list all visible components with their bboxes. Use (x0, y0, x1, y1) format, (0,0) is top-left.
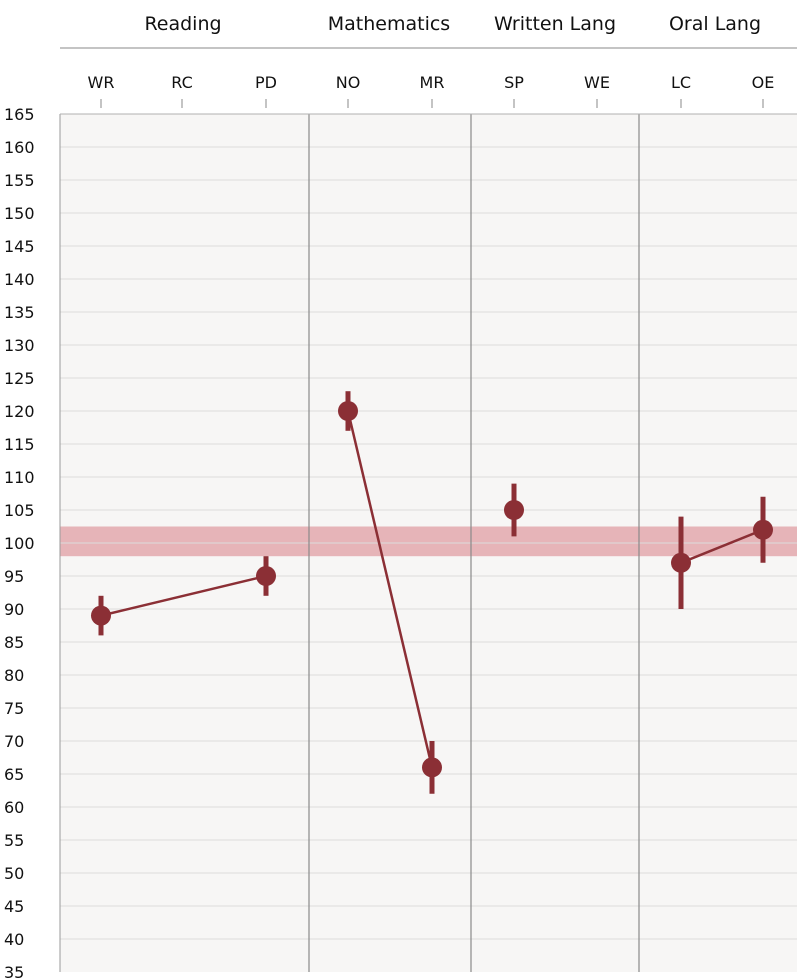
y-tick-label-125: 125 (4, 369, 35, 388)
y-tick-label-120: 120 (4, 402, 35, 421)
group-label-written-lang: Written Lang (494, 13, 616, 35)
data-point-mr (422, 757, 442, 778)
y-tick-label-80: 80 (4, 666, 24, 685)
gridline-layer (60, 146, 797, 940)
category-label-sp: SP (504, 73, 524, 92)
y-tick-label-130: 130 (4, 336, 35, 355)
series-layer (91, 391, 773, 794)
average-range-band (60, 526, 797, 557)
group-label-oral-lang: Oral Lang (669, 13, 761, 35)
data-point-wr (91, 605, 111, 626)
group-label-reading: Reading (144, 13, 221, 35)
category-label-we: WE (584, 73, 610, 92)
y-tick-label-60: 60 (4, 798, 24, 817)
y-tick-label-45: 45 (4, 897, 24, 916)
category-label-mr: MR (420, 73, 445, 92)
y-tick-label-75: 75 (4, 699, 24, 718)
category-label-lc: LC (671, 73, 691, 92)
y-tick-label-35: 35 (4, 963, 24, 980)
header-layer: Reading Mathematics Written Lang Oral Lang W… (60, 13, 797, 108)
y-tick-label-135: 135 (4, 303, 35, 322)
category-label-wr: WR (88, 73, 115, 92)
y-tick-label-70: 70 (4, 732, 24, 751)
connector-no-mr (346, 410, 434, 768)
category-label-pd: PD (255, 73, 277, 92)
y-tick-label-90: 90 (4, 600, 24, 619)
group-label-mathematics: Mathematics (328, 13, 450, 35)
y-tick-label-155: 155 (4, 171, 35, 190)
group-divider-layer (308, 114, 640, 972)
y-tick-label-140: 140 (4, 270, 35, 289)
reference-band-layer (60, 526, 797, 557)
y-axis-layer: 35 40 45 50 55 60 65 70 75 80 85 90 95 100 105 110 115 12… (4, 105, 797, 980)
y-tick-label-110: 110 (4, 468, 35, 487)
data-point-pd (256, 566, 276, 586)
category-label-rc: RC (171, 73, 193, 92)
y-tick-label-115: 115 (4, 435, 35, 454)
y-tick-label-100: 100 (4, 534, 35, 553)
y-tick-label-150: 150 (4, 204, 35, 223)
connector-wr-pd (100, 574, 267, 617)
y-tick-label-145: 145 (4, 237, 35, 256)
category-label-no: NO (336, 73, 361, 92)
y-tick-label-165: 165 (4, 105, 35, 124)
y-tick-label-65: 65 (4, 765, 24, 784)
y-tick-label-40: 40 (4, 930, 24, 949)
data-point-sp (504, 500, 524, 520)
y-tick-label-50: 50 (4, 864, 24, 883)
y-tick-label-160: 160 (4, 138, 35, 157)
data-point-oe (753, 519, 773, 540)
connector-lc-oe (680, 528, 764, 564)
y-tick-label-105: 105 (4, 501, 35, 520)
data-point-no (338, 401, 358, 421)
data-point-lc (671, 552, 691, 573)
category-label-oe: OE (752, 73, 775, 92)
y-tick-label-85: 85 (4, 633, 24, 652)
y-tick-label-95: 95 (4, 567, 24, 586)
y-tick-label-55: 55 (4, 831, 24, 850)
